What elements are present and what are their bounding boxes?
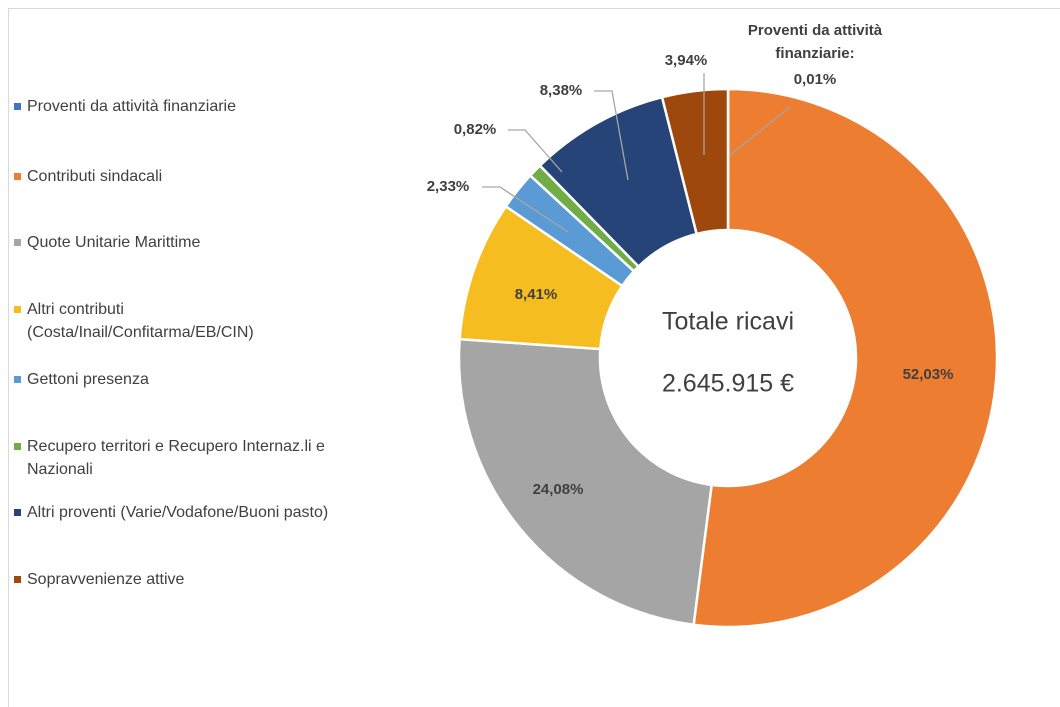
legend-label: Sopravvenienze attive [27,571,185,588]
legend-label: Recupero territori e Recupero Internaz.l… [27,438,325,478]
legend-label: Contributi sindacali [27,168,163,185]
leader-line [729,106,791,156]
annotation: Proventi da attività [748,22,883,39]
data-label: 3,94% [665,52,708,69]
legend-swatch [14,443,21,450]
data-label: 8,41% [515,286,558,303]
chart-border [8,8,1060,707]
legend-item: Proventi da attività finanziarie [14,95,334,118]
data-label: 0,82% [454,121,497,138]
legend-item: Altri proventi (Varie/Vodafone/Buoni pas… [14,501,334,524]
leader-line [508,129,563,173]
legend-swatch [14,509,21,516]
legend-item: Sopravvenienze attive [14,568,334,591]
legend-item: Quote Unitarie Marittime [14,231,334,254]
donut-slice [660,87,730,236]
legend-swatch [14,173,21,180]
donut-slice [692,87,999,629]
data-label: 52,03% [903,366,954,383]
legend-item: Altri contributi (Costa/Inail/Confitarma… [14,298,334,344]
leader-line [482,186,569,233]
legend-label: Altri contributi (Costa/Inail/Confitarma… [27,301,254,341]
legend-label: Gettoni presenza [27,371,149,388]
legend-item: Recupero territori e Recupero Internaz.l… [14,435,334,481]
donut-slice [457,337,714,627]
legend-swatch [14,306,21,313]
legend-label: Altri proventi (Varie/Vodafone/Buoni pas… [27,504,329,521]
legend-item: Gettoni presenza [14,368,334,391]
center-text: 2.645.915 € [662,370,794,398]
center-text: Totale ricavi [662,308,794,336]
data-label: 2,33% [427,178,470,195]
legend-item: Contributi sindacali [14,165,334,188]
legend-swatch [14,576,21,583]
legend-swatch [14,239,21,246]
data-label: 0,01% [794,71,837,88]
data-label: 24,08% [533,481,584,498]
legend-label: Proventi da attività finanziarie [27,98,236,115]
annotation: finanziarie: [775,45,854,62]
legend-label: Quote Unitarie Marittime [27,234,201,251]
legend-swatch [14,376,21,383]
legend-swatch [14,103,21,110]
data-label: 8,38% [540,82,583,99]
leader-line [594,90,629,181]
